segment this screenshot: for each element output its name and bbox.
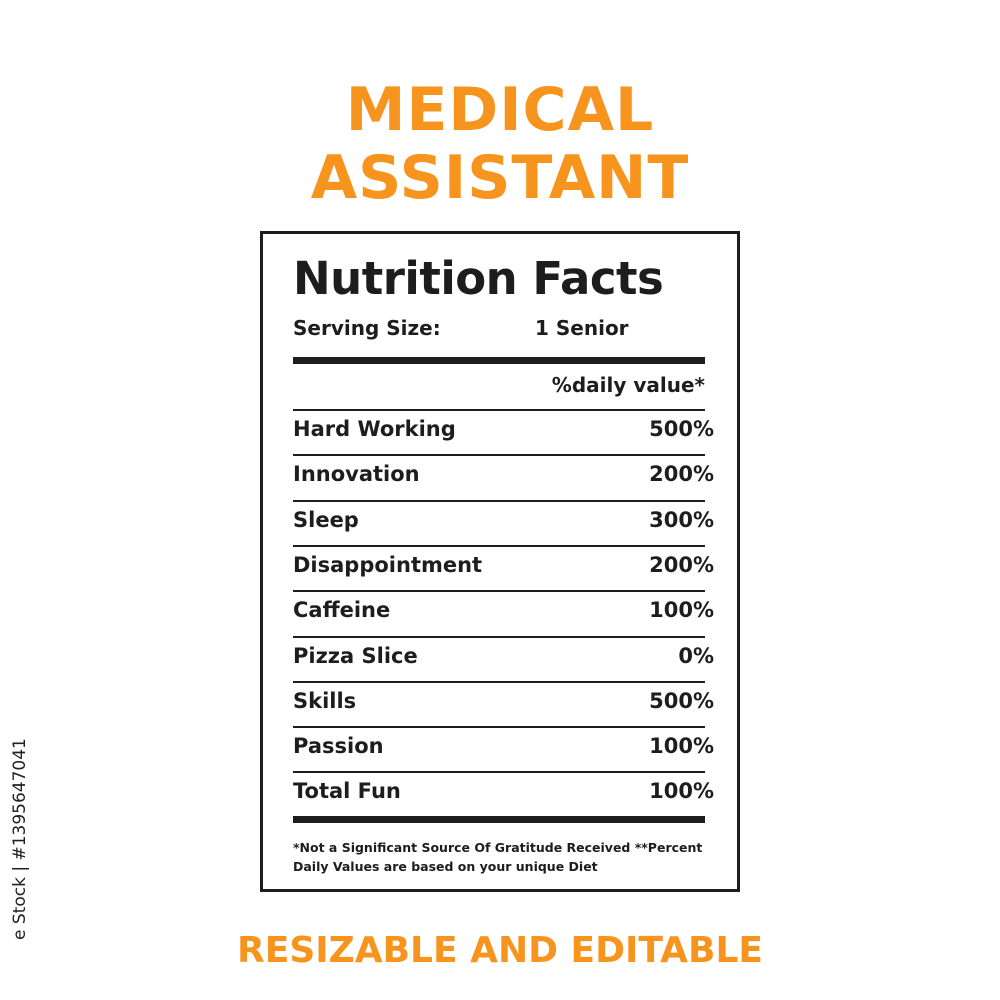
nutrient-name: Disappointment [293,552,483,577]
nutrient-row: Pizza Slice 0% [293,644,714,668]
nutrient-row: Passion 100% [293,734,714,758]
heading-line-1: MEDICAL [345,75,655,145]
label-title: Nutrition Facts [293,252,664,305]
serving-size-label: Serving Size: [293,316,441,340]
nutrient-name: Total Fun [293,779,401,804]
row-divider [293,544,705,547]
row-divider [293,635,705,638]
row-divider [293,454,705,457]
row-divider [293,680,705,683]
nutrient-name: Skills [293,688,357,713]
nutrient-name: Innovation [293,462,420,487]
nutrient-row: Innovation 200% [293,462,714,486]
footnote-line: Daily Values are based on your unique Di… [293,859,598,874]
row-divider [293,499,705,502]
daily-value-header: %daily value* [551,373,705,397]
nutrient-name: Pizza Slice [293,643,418,668]
nutrient-value: 100% [649,779,714,804]
watermark: e Stock | #1395647041 [10,738,30,940]
nutrient-value: 100% [649,598,714,623]
footnote-line: *Not a Significant Source Of Gratitude R… [293,840,703,855]
row-divider [293,771,705,774]
row-divider [293,409,705,411]
nutrient-name: Caffeine [293,598,391,623]
nutrient-value: 100% [649,734,714,759]
nutrient-row: Disappointment 200% [293,553,714,577]
nutrient-name: Passion [293,734,384,759]
serving-size-value: 1 Senior [535,316,629,340]
nutrient-row: Caffeine 100% [293,598,714,622]
nutrient-value: 500% [649,688,714,713]
heading-line-2: ASSISTANT [310,143,690,213]
nutrient-row: Total Fun 100% [293,779,714,803]
thick-divider [293,357,705,364]
nutrient-row: Hard Working 500% [293,417,714,441]
nutrient-value: 0% [678,643,714,668]
nutrient-value: 500% [649,417,714,441]
nutrient-name: Hard Working [293,417,456,441]
nutrition-label: Nutrition Facts Serving Size: 1 Senior %… [260,231,740,892]
nutrient-name: Sleep [293,507,359,532]
thick-divider [293,816,705,823]
nutrient-value: 200% [649,462,714,487]
nutrient-value: 200% [649,552,714,577]
tagline: RESIZABLE AND EDITABLE [237,930,763,971]
nutrient-value: 300% [649,507,714,532]
row-divider [293,726,705,729]
footnote: *Not a Significant Source Of Gratitude R… [293,838,713,876]
row-divider [293,590,705,593]
nutrient-row: Skills 500% [293,689,714,713]
nutrient-row: Sleep 300% [293,508,714,532]
